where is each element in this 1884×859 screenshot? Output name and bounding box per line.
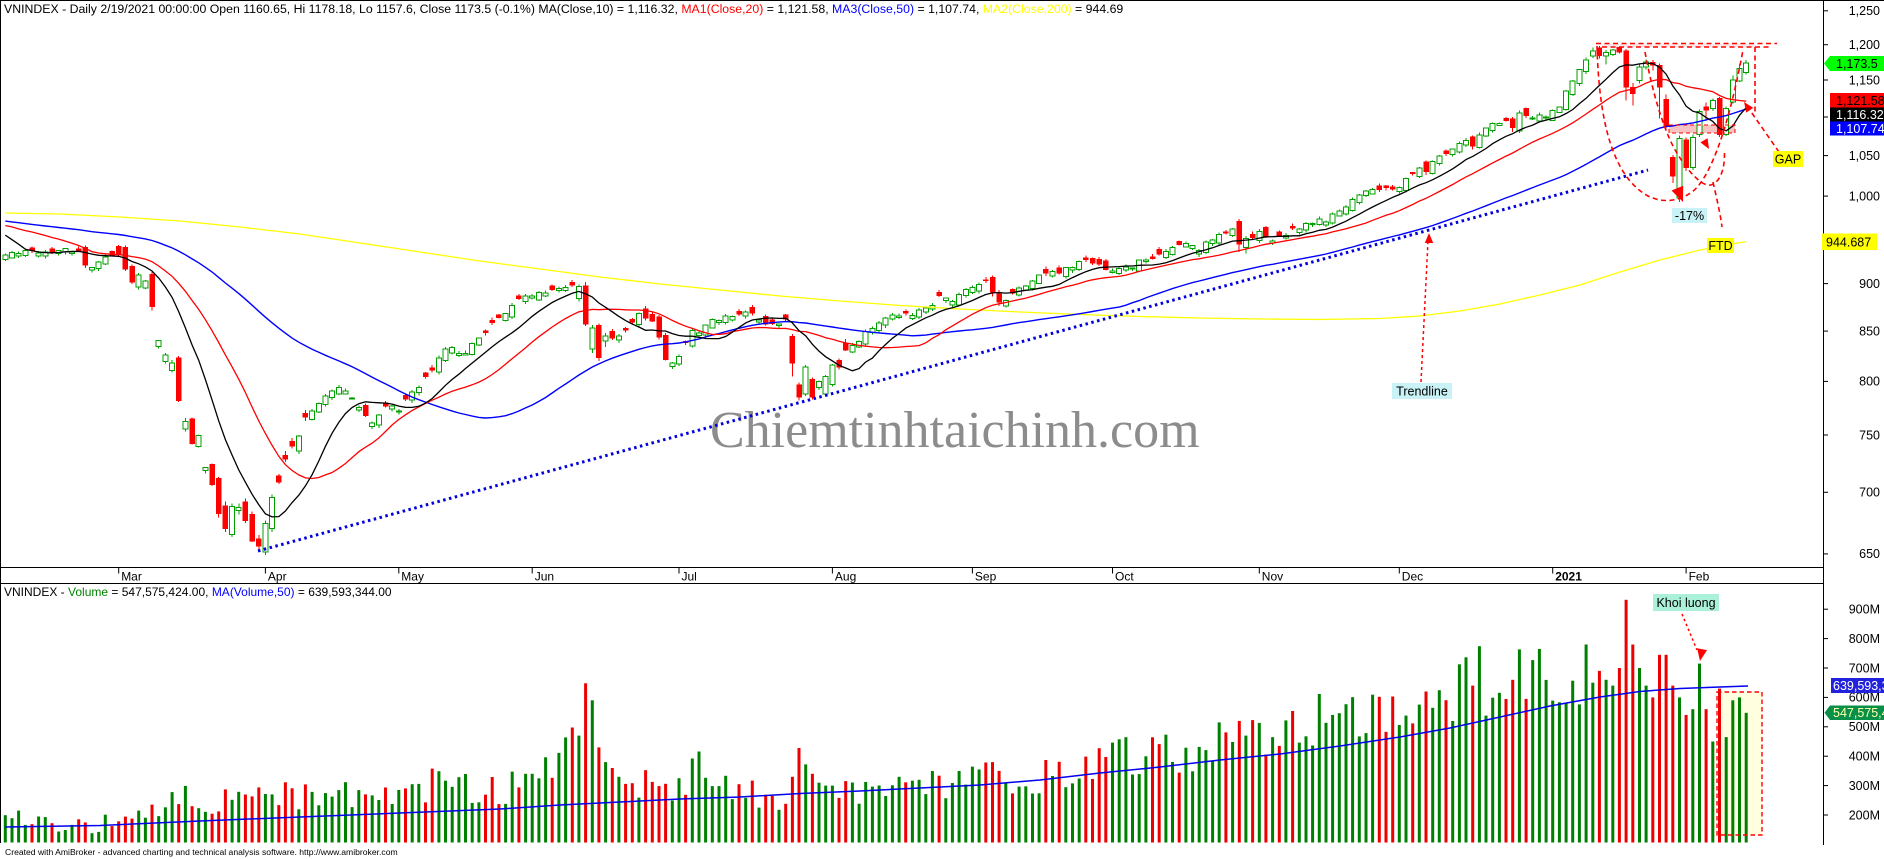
svg-text:1,116.32: 1,116.32: [1836, 108, 1884, 122]
svg-text:VNINDEX - Daily 2/19/2021 00:0: VNINDEX - Daily 2/19/2021 00:00:00 Open …: [4, 2, 1123, 16]
svg-text:500M: 500M: [1849, 720, 1880, 734]
svg-text:639,593,3: 639,593,3: [1833, 679, 1884, 693]
svg-text:1,050: 1,050: [1849, 149, 1880, 163]
svg-text:Aug: Aug: [835, 570, 856, 584]
svg-text:400M: 400M: [1849, 750, 1880, 764]
svg-text:VNINDEX - Volume = 547,575,424: VNINDEX - Volume = 547,575,424.00, MA(Vo…: [4, 585, 392, 599]
svg-text:Nov: Nov: [1262, 570, 1283, 584]
svg-text:-17%: -17%: [1675, 209, 1704, 223]
svg-text:1,250: 1,250: [1849, 4, 1880, 18]
svg-text:Oct: Oct: [1115, 570, 1134, 584]
svg-text:Dec: Dec: [1402, 570, 1423, 584]
svg-text:Chiemtinhtaichinh.com: Chiemtinhtaichinh.com: [710, 402, 1200, 459]
svg-text:900M: 900M: [1849, 603, 1880, 617]
svg-text:600M: 600M: [1849, 691, 1880, 705]
svg-text:1,000: 1,000: [1849, 189, 1880, 203]
svg-text:700: 700: [1859, 486, 1880, 500]
svg-text:850: 850: [1859, 324, 1880, 338]
svg-text:900: 900: [1859, 277, 1880, 291]
svg-text:200M: 200M: [1849, 808, 1880, 822]
svg-text:547,575,4: 547,575,4: [1833, 706, 1884, 720]
svg-text:Jul: Jul: [682, 570, 697, 584]
svg-text:Jun: Jun: [535, 570, 554, 584]
svg-text:650: 650: [1859, 547, 1880, 561]
svg-text:300M: 300M: [1849, 779, 1880, 793]
svg-text:1,121.58: 1,121.58: [1836, 94, 1884, 108]
svg-text:Trendline: Trendline: [1396, 384, 1448, 398]
svg-text:800: 800: [1859, 375, 1880, 389]
svg-text:800M: 800M: [1849, 632, 1880, 646]
svg-text:FTD: FTD: [1708, 239, 1732, 253]
svg-text:1,107.74: 1,107.74: [1836, 122, 1884, 136]
svg-text:Mar: Mar: [121, 570, 142, 584]
svg-text:750: 750: [1859, 428, 1880, 442]
svg-text:May: May: [401, 570, 424, 584]
svg-text:1,173.5: 1,173.5: [1836, 57, 1878, 71]
svg-text:1,200: 1,200: [1849, 38, 1880, 52]
svg-text:2021: 2021: [1555, 570, 1582, 584]
svg-text:Apr: Apr: [268, 570, 287, 584]
svg-text:Created with AmiBroker - advan: Created with AmiBroker - advanced charti…: [5, 847, 398, 857]
svg-text:700M: 700M: [1849, 661, 1880, 675]
svg-text:Feb: Feb: [1689, 570, 1710, 584]
svg-text:944.687: 944.687: [1826, 236, 1871, 250]
svg-text:1,150: 1,150: [1849, 73, 1880, 87]
svg-text:GAP: GAP: [1775, 152, 1801, 166]
svg-text:Sep: Sep: [975, 570, 997, 584]
svg-text:Khoi luong: Khoi luong: [1656, 596, 1715, 610]
